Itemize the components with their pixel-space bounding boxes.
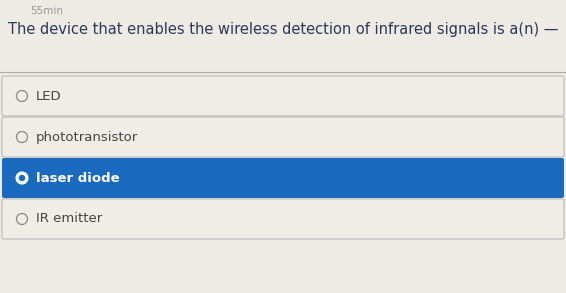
- Text: The device that enables the wireless detection of infrared signals is a(n) —: The device that enables the wireless det…: [8, 22, 559, 37]
- Circle shape: [16, 214, 28, 224]
- Text: laser diode: laser diode: [36, 171, 119, 185]
- Circle shape: [18, 174, 26, 182]
- Text: 55min: 55min: [30, 6, 63, 16]
- Circle shape: [19, 176, 24, 180]
- FancyBboxPatch shape: [2, 199, 564, 239]
- FancyBboxPatch shape: [2, 158, 564, 198]
- Circle shape: [19, 175, 25, 181]
- Text: phototransistor: phototransistor: [36, 130, 138, 144]
- FancyBboxPatch shape: [2, 117, 564, 157]
- Circle shape: [16, 91, 28, 101]
- Circle shape: [16, 173, 28, 183]
- Text: IR emitter: IR emitter: [36, 212, 102, 226]
- FancyBboxPatch shape: [2, 76, 564, 116]
- Circle shape: [16, 132, 28, 142]
- Text: LED: LED: [36, 89, 62, 103]
- Circle shape: [16, 173, 28, 183]
